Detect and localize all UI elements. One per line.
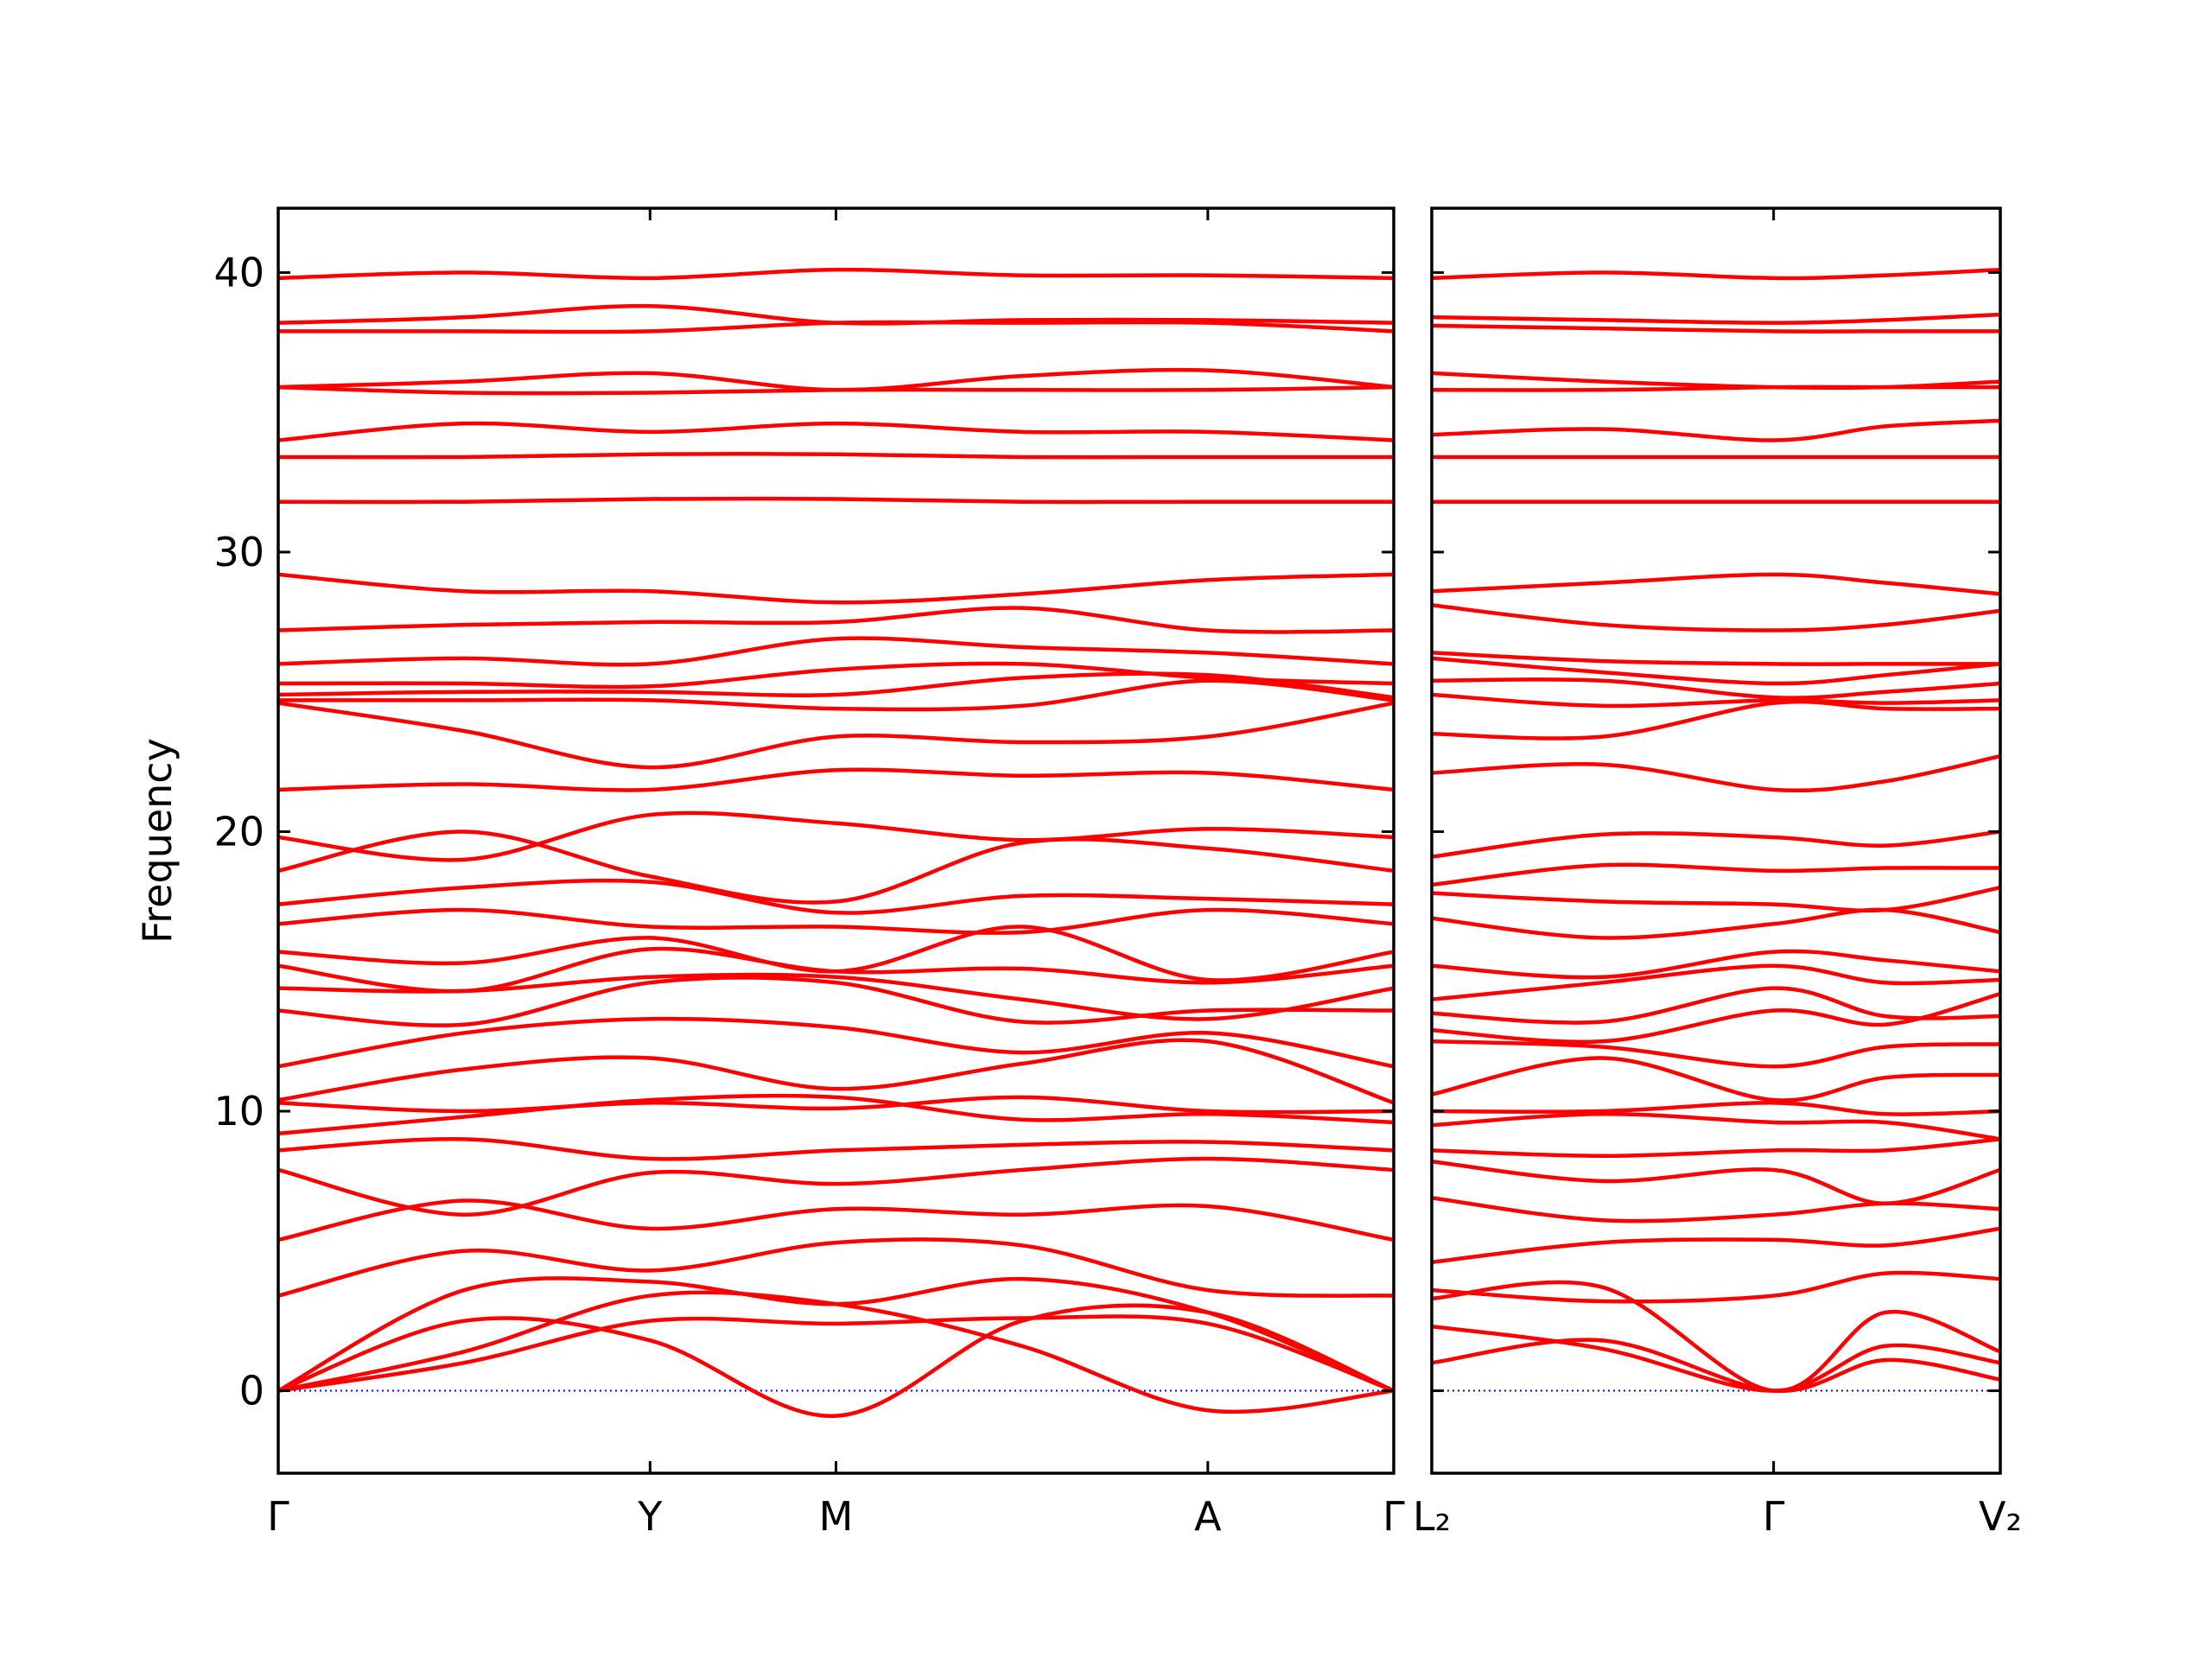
x-tick-label: Y (637, 1493, 663, 1540)
band-line (278, 878, 1394, 915)
band-line (278, 1095, 1394, 1115)
band-line (1432, 1226, 2000, 1264)
band-line (278, 1303, 1394, 1418)
y-tick-label: 40 (213, 249, 264, 296)
band-line (278, 1314, 1394, 1393)
band-line (1432, 323, 2000, 334)
band-line (278, 810, 1394, 862)
band-line (1432, 267, 2000, 281)
band-line (1432, 572, 2000, 596)
band-line (278, 452, 1394, 460)
band-line (278, 1038, 1394, 1105)
band-line (278, 701, 1394, 770)
band-line (278, 385, 1394, 396)
band-line (278, 678, 1394, 712)
band-line (278, 1156, 1394, 1217)
y-tick-label: 20 (213, 808, 264, 855)
plot-frame (276, 207, 1395, 1475)
band-line (1432, 1039, 2000, 1069)
band-line (278, 671, 1394, 700)
band-line (1432, 753, 2000, 793)
x-tick-label: L₂ (1413, 1493, 1451, 1540)
band-line (278, 267, 1394, 281)
band-line (1432, 418, 2000, 442)
band-line (278, 496, 1394, 505)
band-line (278, 606, 1394, 634)
band-line (1432, 1338, 2000, 1393)
band-line (1432, 677, 2000, 700)
band-line (278, 572, 1394, 605)
band-line (1432, 963, 2000, 1001)
y-tick-label: 10 (213, 1088, 264, 1135)
x-tick-label: Γ (267, 1493, 289, 1540)
band-line (1432, 1056, 2000, 1103)
band-line (278, 1198, 1394, 1243)
band-line (1432, 656, 2000, 686)
y-axis-label: Frequency (134, 738, 181, 944)
band-line (278, 636, 1394, 667)
band-line (278, 1290, 1394, 1414)
band-line (1432, 1324, 2000, 1393)
band-line (1432, 651, 2000, 666)
y-tick-label: 0 (239, 1368, 264, 1414)
band-line (278, 976, 1394, 1027)
band-line (278, 1136, 1394, 1161)
band-line (278, 1016, 1394, 1069)
band-line (278, 946, 1394, 994)
band-line (1432, 385, 2000, 392)
band-line (1432, 830, 2000, 859)
band-line (1432, 1270, 2000, 1304)
band-line (1432, 907, 2000, 940)
y-tick-label: 30 (213, 529, 264, 575)
band-line (1432, 312, 2000, 325)
x-tick-label: Γ (1763, 1493, 1785, 1540)
band-line (278, 907, 1394, 935)
band-line (278, 830, 1394, 905)
band-line (278, 1276, 1394, 1393)
bands (278, 267, 1394, 1418)
band-line (278, 767, 1394, 792)
bands (1432, 267, 2000, 1393)
band-line (278, 661, 1394, 690)
band-line (1432, 991, 2000, 1044)
band-line (1432, 692, 2000, 709)
band-line (278, 367, 1394, 392)
band-line (278, 1237, 1394, 1298)
band-line (1432, 1112, 2000, 1141)
band-line (1432, 603, 2000, 632)
band-line (1432, 949, 2000, 980)
band-line (1432, 862, 2000, 887)
band-line (278, 972, 1394, 1021)
x-tick-label: A (1194, 1493, 1222, 1540)
x-tick-label: M (819, 1493, 854, 1540)
band-line (1432, 885, 2000, 913)
x-tick-label: Γ (1382, 1493, 1405, 1540)
band-line (278, 320, 1394, 334)
band-line (1432, 1196, 2000, 1224)
band-line (278, 421, 1394, 442)
band-line (1432, 1101, 2000, 1116)
x-tick-label: V₂ (1979, 1493, 2022, 1540)
band-line (1432, 1160, 2000, 1206)
plot-frame (1430, 207, 2002, 1475)
band-line (1432, 699, 2000, 741)
band-line (1432, 1137, 2000, 1159)
band-line (278, 1093, 1394, 1136)
band-line (1432, 986, 2000, 1025)
band-line (278, 303, 1394, 326)
